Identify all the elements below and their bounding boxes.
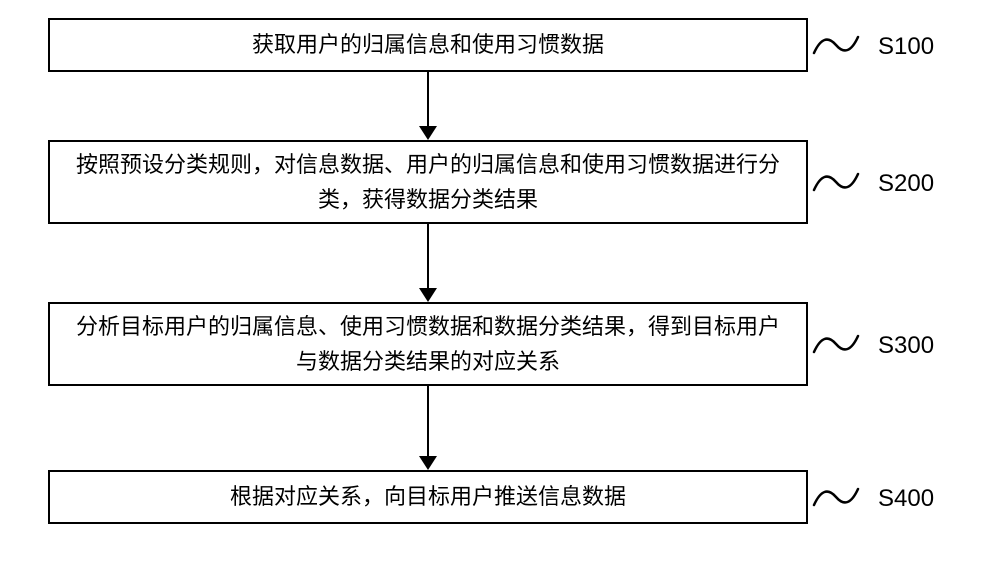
step-label-s100: S100 — [878, 33, 934, 61]
step-box-s400: 根据对应关系，向目标用户推送信息数据 — [48, 470, 808, 524]
arrow-head-icon — [419, 126, 437, 140]
flowchart-canvas: 获取用户的归属信息和使用习惯数据 S100 按照预设分类规则，对信息数据、用户的归属… — [0, 0, 1000, 568]
brace-connector — [812, 164, 860, 200]
brace-connector — [812, 479, 860, 515]
step-box-s100: 获取用户的归属信息和使用习惯数据 — [48, 18, 808, 72]
step-label-s300: S300 — [878, 332, 934, 360]
step-text: 获取用户的归属信息和使用习惯数据 — [252, 27, 604, 62]
brace-connector — [812, 27, 860, 63]
step-text: 根据对应关系，向目标用户推送信息数据 — [230, 479, 626, 514]
arrow-head-icon — [419, 288, 437, 302]
step-label-s200: S200 — [878, 170, 934, 198]
arrow-shaft — [427, 224, 429, 290]
arrow-head-icon — [419, 456, 437, 470]
step-box-s300: 分析目标用户的归属信息、使用习惯数据和数据分类结果，得到目标用户与数据分类结果的… — [48, 302, 808, 386]
step-text: 按照预设分类规则，对信息数据、用户的归属信息和使用习惯数据进行分类，获得数据分类… — [70, 147, 786, 217]
step-box-s200: 按照预设分类规则，对信息数据、用户的归属信息和使用习惯数据进行分类，获得数据分类… — [48, 140, 808, 224]
step-label-s400: S400 — [878, 485, 934, 513]
step-text: 分析目标用户的归属信息、使用习惯数据和数据分类结果，得到目标用户与数据分类结果的… — [70, 309, 786, 379]
arrow-shaft — [427, 72, 429, 128]
arrow-shaft — [427, 386, 429, 458]
brace-connector — [812, 326, 860, 362]
